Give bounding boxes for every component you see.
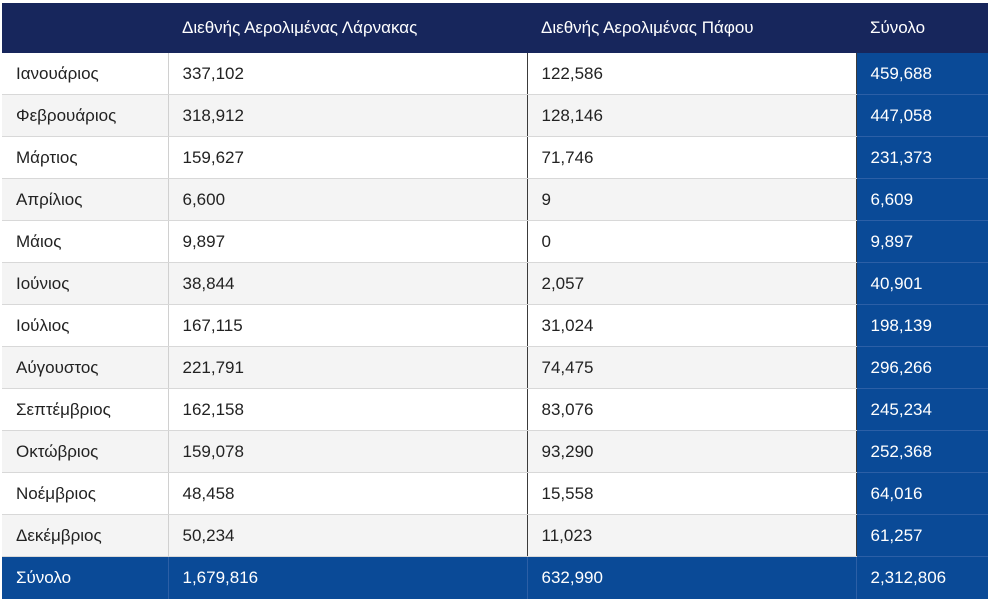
paphos-cell: 128,146 xyxy=(527,94,857,137)
total-cell: 61,257 xyxy=(856,514,988,557)
larnaca-cell: 318,912 xyxy=(168,94,528,137)
month-cell: Μάρτιος xyxy=(2,136,169,179)
footer-larnaca-total: 1,679,816 xyxy=(168,556,528,599)
larnaca-cell: 167,115 xyxy=(168,304,528,347)
passenger-table: Διεθνής Αερολιμένας Λάρνακας Διεθνής Αερ… xyxy=(2,3,988,599)
larnaca-cell: 221,791 xyxy=(168,346,528,389)
larnaca-cell: 162,158 xyxy=(168,388,528,431)
total-cell: 9,897 xyxy=(856,220,988,263)
month-cell: Σεπτέμβριος xyxy=(2,388,169,431)
table-row: Φεβρουάριος 318,912 128,146 447,058 xyxy=(2,94,988,137)
larnaca-cell: 159,627 xyxy=(168,136,528,179)
paphos-cell: 83,076 xyxy=(527,388,857,431)
paphos-cell: 71,746 xyxy=(527,136,857,179)
larnaca-cell: 9,897 xyxy=(168,220,528,263)
total-cell: 447,058 xyxy=(856,94,988,137)
month-cell: Μάιος xyxy=(2,220,169,263)
larnaca-cell: 50,234 xyxy=(168,514,528,557)
larnaca-cell: 159,078 xyxy=(168,430,528,473)
month-cell: Φεβρουάριος xyxy=(2,94,169,137)
total-cell: 459,688 xyxy=(856,53,988,95)
table-header: Διεθνής Αερολιμένας Λάρνακας Διεθνής Αερ… xyxy=(2,3,988,53)
header-month xyxy=(2,3,168,53)
paphos-cell: 15,558 xyxy=(527,472,857,515)
larnaca-cell: 48,458 xyxy=(168,472,528,515)
paphos-cell: 9 xyxy=(527,178,857,221)
table-row: Αύγουστος 221,791 74,475 296,266 xyxy=(2,346,988,389)
larnaca-cell: 337,102 xyxy=(168,53,528,95)
table-row: Μάιος 9,897 0 9,897 xyxy=(2,220,988,263)
paphos-cell: 0 xyxy=(527,220,857,263)
table-row: Ιούνιος 38,844 2,057 40,901 xyxy=(2,262,988,305)
table-row: Οκτώβριος 159,078 93,290 252,368 xyxy=(2,430,988,473)
total-cell: 296,266 xyxy=(856,346,988,389)
table-row: Ιανουάριος 337,102 122,586 459,688 xyxy=(2,53,988,95)
month-cell: Απρίλιος xyxy=(2,178,169,221)
paphos-cell: 31,024 xyxy=(527,304,857,347)
table-row: Σεπτέμβριος 162,158 83,076 245,234 xyxy=(2,388,988,431)
total-cell: 40,901 xyxy=(856,262,988,305)
total-cell: 198,139 xyxy=(856,304,988,347)
header-larnaca-airport: Διεθνής Αερολιμένας Λάρνακας xyxy=(168,3,527,53)
footer-total-row: Σύνολο 1,679,816 632,990 2,312,806 xyxy=(2,556,988,599)
month-cell: Νοέμβριος xyxy=(2,472,169,515)
table-row: Ιούλιος 167,115 31,024 198,139 xyxy=(2,304,988,347)
month-cell: Ιανουάριος xyxy=(2,53,169,95)
larnaca-cell: 38,844 xyxy=(168,262,528,305)
month-cell: Ιούλιος xyxy=(2,304,169,347)
footer-label: Σύνολο xyxy=(2,556,169,599)
footer-paphos-total: 632,990 xyxy=(527,556,857,599)
month-cell: Αύγουστος xyxy=(2,346,169,389)
table-row: Μάρτιος 159,627 71,746 231,373 xyxy=(2,136,988,179)
paphos-cell: 2,057 xyxy=(527,262,857,305)
table-row: Δεκέμβριος 50,234 11,023 61,257 xyxy=(2,514,988,557)
header-total: Σύνολο xyxy=(856,3,988,53)
table-body: Ιανουάριος 337,102 122,586 459,688 Φεβρουάρι… xyxy=(2,53,988,557)
footer-grand-total: 2,312,806 xyxy=(856,556,988,599)
larnaca-cell: 6,600 xyxy=(168,178,528,221)
header-row: Διεθνής Αερολιμένας Λάρνακας Διεθνής Αερ… xyxy=(2,3,988,53)
table-row: Απρίλιος 6,600 9 6,609 xyxy=(2,178,988,221)
month-cell: Δεκέμβριος xyxy=(2,514,169,557)
paphos-cell: 93,290 xyxy=(527,430,857,473)
paphos-cell: 74,475 xyxy=(527,346,857,389)
total-cell: 252,368 xyxy=(856,430,988,473)
paphos-cell: 11,023 xyxy=(527,514,857,557)
table-footer: Σύνολο 1,679,816 632,990 2,312,806 xyxy=(2,556,988,599)
total-cell: 231,373 xyxy=(856,136,988,179)
month-cell: Οκτώβριος xyxy=(2,430,169,473)
total-cell: 64,016 xyxy=(856,472,988,515)
paphos-cell: 122,586 xyxy=(527,53,857,95)
table-row: Νοέμβριος 48,458 15,558 64,016 xyxy=(2,472,988,515)
month-cell: Ιούνιος xyxy=(2,262,169,305)
total-cell: 245,234 xyxy=(856,388,988,431)
total-cell: 6,609 xyxy=(856,178,988,221)
header-paphos-airport: Διεθνής Αερολιμένας Πάφου xyxy=(527,3,856,53)
passenger-table-container: Διεθνής Αερολιμένας Λάρνακας Διεθνής Αερ… xyxy=(2,3,988,599)
